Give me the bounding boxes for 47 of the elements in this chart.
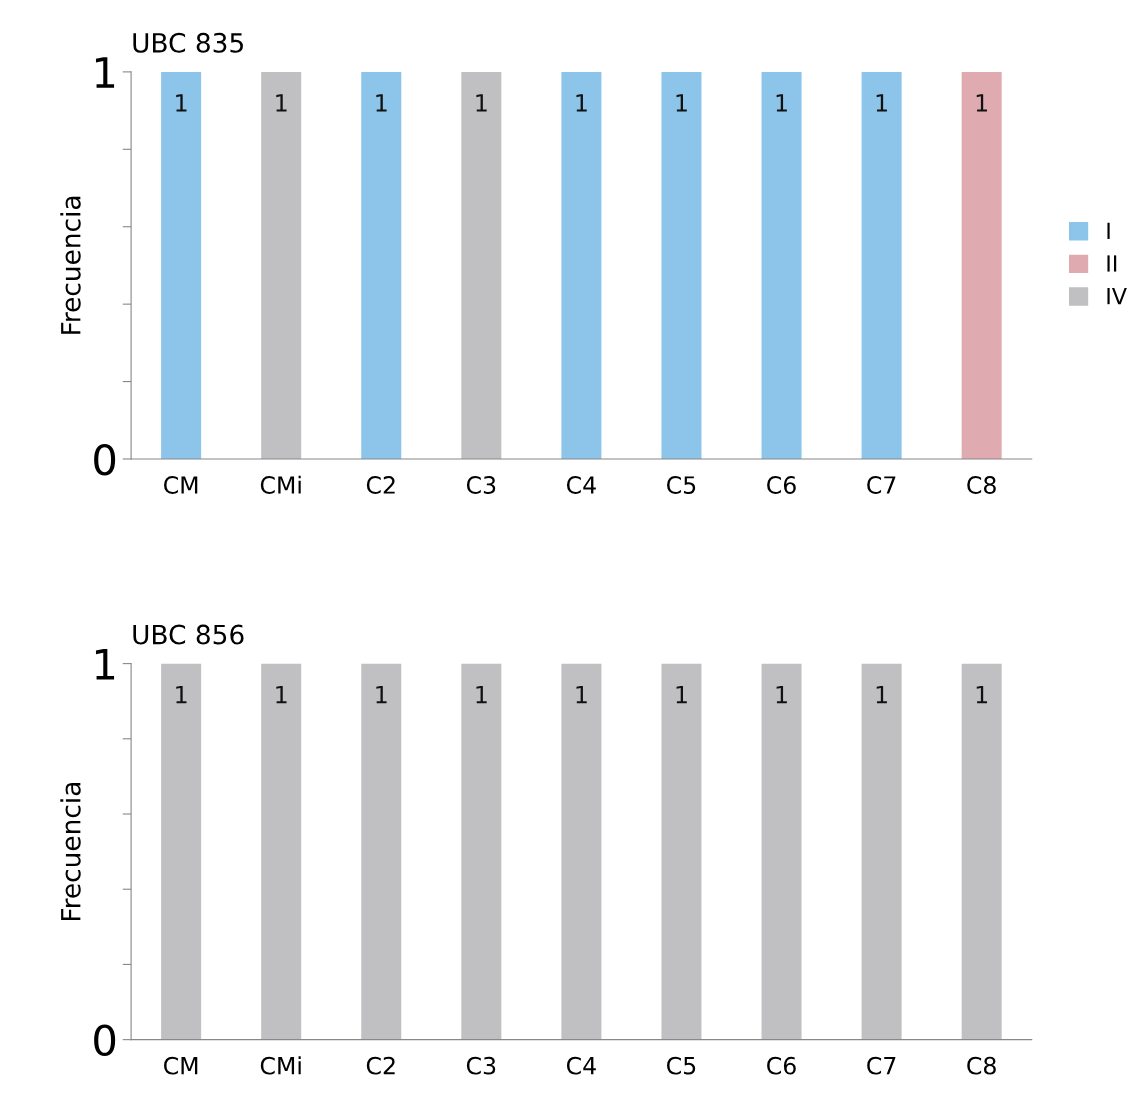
data-label: 1: [676, 685, 687, 704]
legend-label: I: [1107, 222, 1110, 239]
y-tick-label: 0: [94, 443, 116, 476]
y-tick-label: 1: [95, 57, 115, 88]
x-tick-label: CMi: [260, 475, 301, 494]
x-tick-label: C7: [867, 476, 896, 494]
data-label: 1: [776, 685, 787, 704]
data-label: 1: [676, 94, 687, 112]
data-label: 1: [476, 685, 487, 704]
x-tick-label: C8: [967, 1056, 996, 1075]
x-tick-label: C6: [767, 476, 796, 494]
x-tick-label: C4: [566, 476, 596, 494]
x-tick-label: CM: [164, 1056, 198, 1075]
data-label: 1: [376, 94, 387, 112]
data-label: 1: [876, 685, 887, 704]
x-tick-label: CMi: [260, 1056, 301, 1075]
data-label: 1: [976, 685, 987, 704]
x-tick-label: C2: [366, 476, 395, 494]
x-tick-label: C5: [667, 1056, 696, 1075]
y-tick-label: 1: [95, 649, 115, 680]
data-label: 1: [376, 685, 387, 704]
legend-label: IV: [1107, 287, 1127, 305]
chart-title: UBC 835: [133, 32, 243, 53]
x-tick-label: C3: [466, 1056, 496, 1075]
y-axis-title: Frecuencia: [60, 196, 81, 334]
x-tick-label: C6: [767, 1056, 796, 1075]
x-tick-label: C3: [466, 476, 496, 494]
x-tick-label: C4: [566, 1056, 596, 1075]
data-label: 1: [776, 94, 787, 112]
x-tick-label: C5: [667, 476, 696, 494]
data-label: 1: [476, 94, 487, 112]
data-label: 1: [976, 94, 987, 112]
legend-label: II: [1107, 255, 1117, 272]
x-tick-label: C2: [366, 1056, 395, 1075]
y-tick-label: 0: [94, 1024, 116, 1057]
data-label: 1: [276, 94, 287, 112]
data-label: 1: [176, 94, 187, 112]
data-label: 1: [276, 685, 287, 704]
data-label: 1: [876, 94, 887, 112]
y-axis-title: Frecuencia: [60, 783, 81, 921]
x-tick-label: CM: [164, 476, 198, 494]
data-label: 1: [576, 685, 587, 704]
x-tick-label: C8: [967, 476, 996, 494]
data-label: 1: [576, 94, 587, 112]
x-tick-label: C7: [867, 1056, 896, 1075]
chart-title: UBC 856: [133, 624, 244, 645]
data-label: 1: [176, 685, 187, 704]
